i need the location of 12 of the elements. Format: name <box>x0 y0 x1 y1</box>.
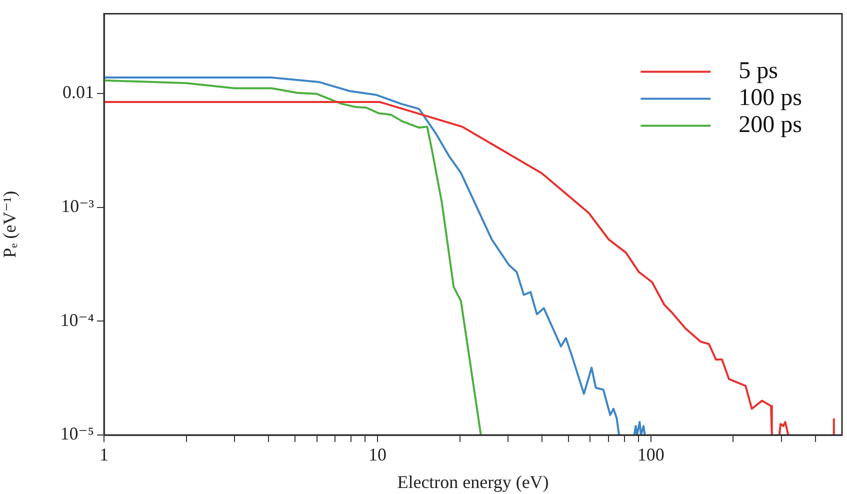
y-tick-label: 0.01 <box>62 82 94 102</box>
y-axis-title: Pₑ (eV⁻¹) <box>0 190 20 258</box>
legend-label: 5 ps <box>738 58 778 84</box>
x-tick-label: 100 <box>637 444 664 465</box>
x-axis-title: Electron energy (eV) <box>397 472 549 492</box>
y-tick-label: 10⁻³ <box>61 196 95 216</box>
y-tick-label: 10⁻⁴ <box>60 310 94 330</box>
legend-label: 100 ps <box>738 85 802 112</box>
x-tick-label: 1 <box>100 444 108 465</box>
y-tick-label: 10⁻⁵ <box>60 424 94 444</box>
x-tick-label: 10 <box>368 444 386 465</box>
legend-label: 200 ps <box>738 112 802 138</box>
